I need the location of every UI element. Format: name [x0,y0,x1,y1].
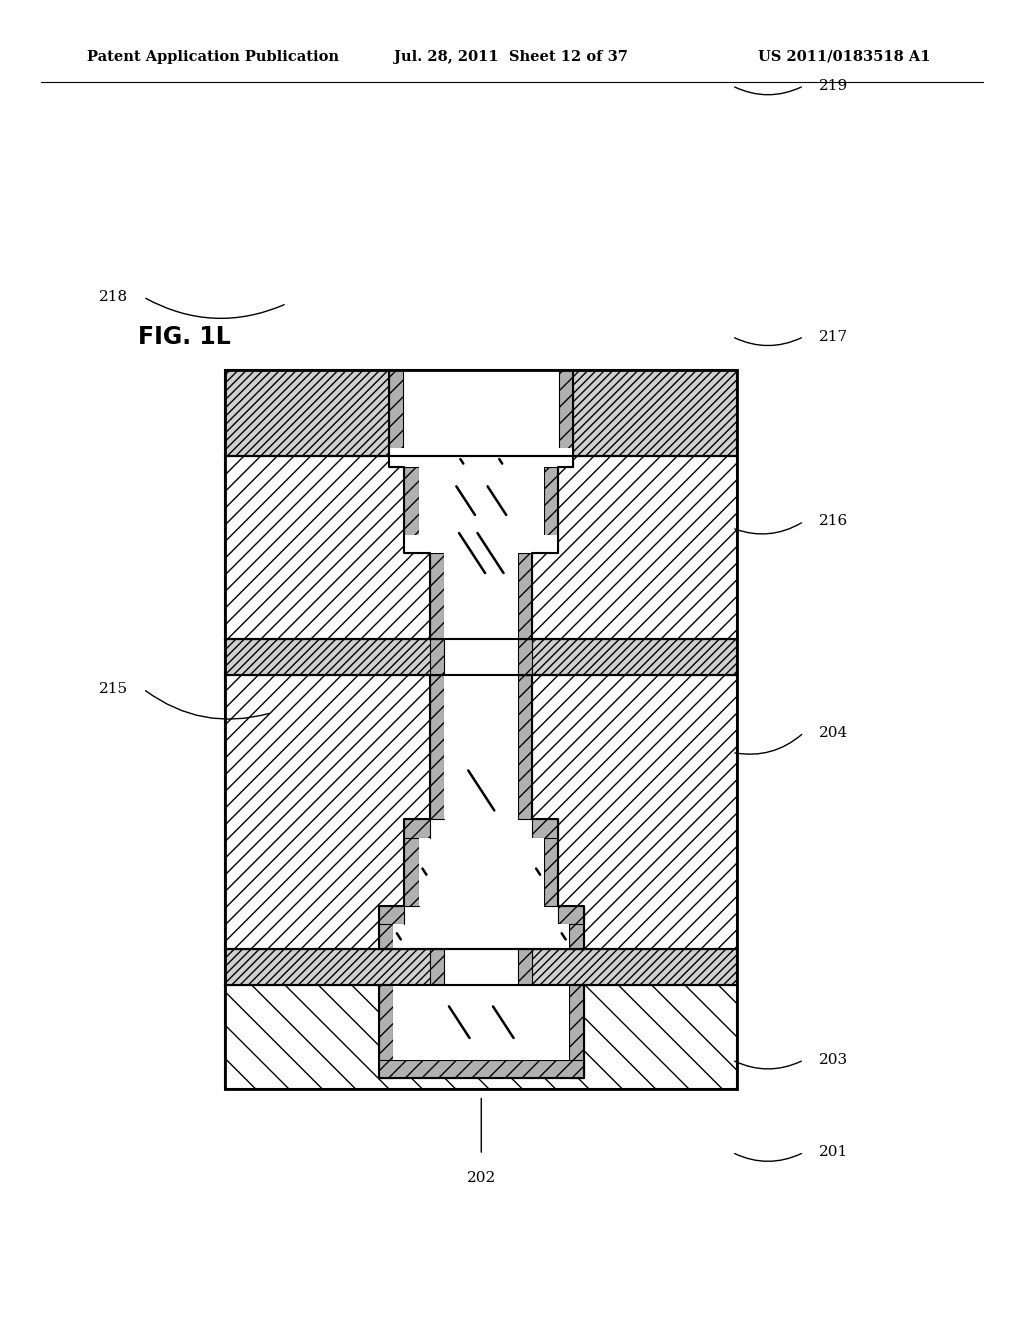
Bar [389,449,419,467]
Bar [544,449,573,467]
Bar [518,949,532,985]
Bar [389,370,403,455]
Bar [419,535,430,553]
Bar [403,455,559,467]
Bar [430,949,532,985]
Bar [430,639,444,676]
Bar [225,985,737,1089]
Text: FIG. 1L: FIG. 1L [138,325,231,348]
Text: US 2011/0183518 A1: US 2011/0183518 A1 [758,50,930,63]
Bar [419,535,544,553]
Bar [404,820,430,838]
Bar [518,676,532,820]
Text: Patent Application Publication: Patent Application Publication [87,50,339,63]
Bar [430,676,444,820]
Bar [225,455,737,639]
Bar [419,467,544,553]
Text: 204: 204 [819,726,849,739]
Bar [379,985,584,1078]
Text: 218: 218 [99,290,128,304]
Text: 215: 215 [99,682,128,696]
Bar [404,535,444,553]
Bar [430,949,444,985]
Bar [559,455,573,467]
Bar [379,1060,584,1078]
Bar [225,676,737,949]
Text: 203: 203 [819,1053,848,1067]
Bar [444,553,518,639]
Text: 202: 202 [467,1171,496,1185]
Bar [558,906,584,924]
Text: Jul. 28, 2011  Sheet 12 of 37: Jul. 28, 2011 Sheet 12 of 37 [394,50,628,63]
Bar [389,455,573,467]
Bar [558,924,569,949]
Bar [444,676,518,820]
Bar [544,467,558,553]
Bar [404,820,419,906]
Bar [404,467,419,553]
Bar [389,370,573,455]
Bar [389,455,403,467]
Bar [558,449,559,467]
Bar [379,906,393,949]
Bar [569,906,584,949]
Bar [518,553,532,639]
Text: 217: 217 [819,330,848,343]
Bar [532,535,544,553]
Bar [544,820,558,906]
Bar [403,449,404,467]
Bar [379,985,393,1078]
Bar [379,906,584,949]
Bar [559,370,573,455]
Bar [430,676,532,820]
Bar [430,553,444,639]
Bar [532,838,544,906]
Bar [379,906,404,924]
Bar [225,639,737,676]
Bar [569,985,584,1078]
Bar [393,924,404,949]
Bar [404,467,558,553]
Text: 219: 219 [819,79,849,92]
Bar [225,370,737,455]
Text: 201: 201 [819,1146,849,1159]
Bar [225,949,737,985]
Bar [532,820,558,838]
Bar [404,820,558,906]
Bar [518,535,558,553]
Bar [518,639,532,676]
Bar [419,838,430,906]
Text: 216: 216 [819,515,849,528]
Bar [225,370,737,1089]
Bar [430,639,532,676]
Bar [393,985,569,1060]
Bar [430,553,532,639]
